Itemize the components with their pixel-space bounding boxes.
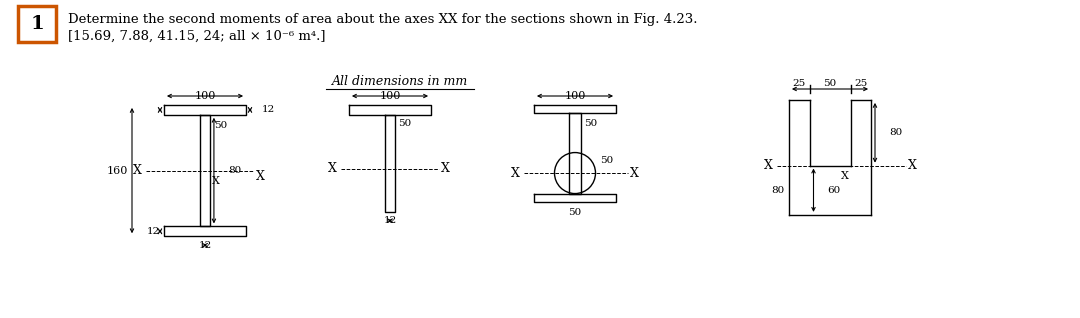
Text: 50: 50	[583, 119, 597, 128]
Text: 100: 100	[379, 91, 401, 101]
Text: 12: 12	[262, 106, 275, 114]
Text: 1: 1	[30, 15, 44, 33]
Text: 60: 60	[827, 186, 840, 195]
Text: X: X	[441, 162, 450, 176]
Text: 80: 80	[889, 128, 902, 137]
Text: 25: 25	[854, 79, 867, 88]
Text: X: X	[511, 167, 519, 180]
Text: X: X	[908, 159, 917, 172]
Text: 50: 50	[397, 119, 411, 128]
Text: X: X	[212, 176, 220, 186]
Text: 80: 80	[228, 166, 241, 175]
Text: 50: 50	[823, 79, 837, 88]
Text: 100: 100	[565, 91, 585, 101]
Text: X: X	[630, 167, 639, 180]
Text: 160: 160	[107, 166, 129, 176]
Text: 25: 25	[793, 79, 806, 88]
Text: 80: 80	[772, 186, 785, 195]
Text: X: X	[840, 170, 849, 181]
Text: 100: 100	[194, 91, 216, 101]
Text: 12: 12	[383, 216, 396, 225]
Text: All dimensions in mm: All dimensions in mm	[332, 75, 468, 88]
FancyBboxPatch shape	[18, 6, 56, 42]
Text: Determine the second moments of area about the axes XX for the sections shown in: Determine the second moments of area abo…	[68, 12, 698, 25]
Text: X: X	[328, 162, 337, 176]
Text: [15.69, 7.88, 41.15, 24; all × 10⁻⁶ m⁴.]: [15.69, 7.88, 41.15, 24; all × 10⁻⁶ m⁴.]	[68, 30, 325, 43]
Text: 12: 12	[199, 241, 212, 250]
Text: X: X	[765, 159, 773, 172]
Text: X: X	[133, 164, 141, 177]
Text: 50: 50	[214, 121, 227, 130]
Text: 50: 50	[600, 156, 613, 165]
Text: X: X	[256, 170, 265, 183]
Text: 12: 12	[147, 227, 160, 236]
Text: 50: 50	[568, 208, 582, 217]
